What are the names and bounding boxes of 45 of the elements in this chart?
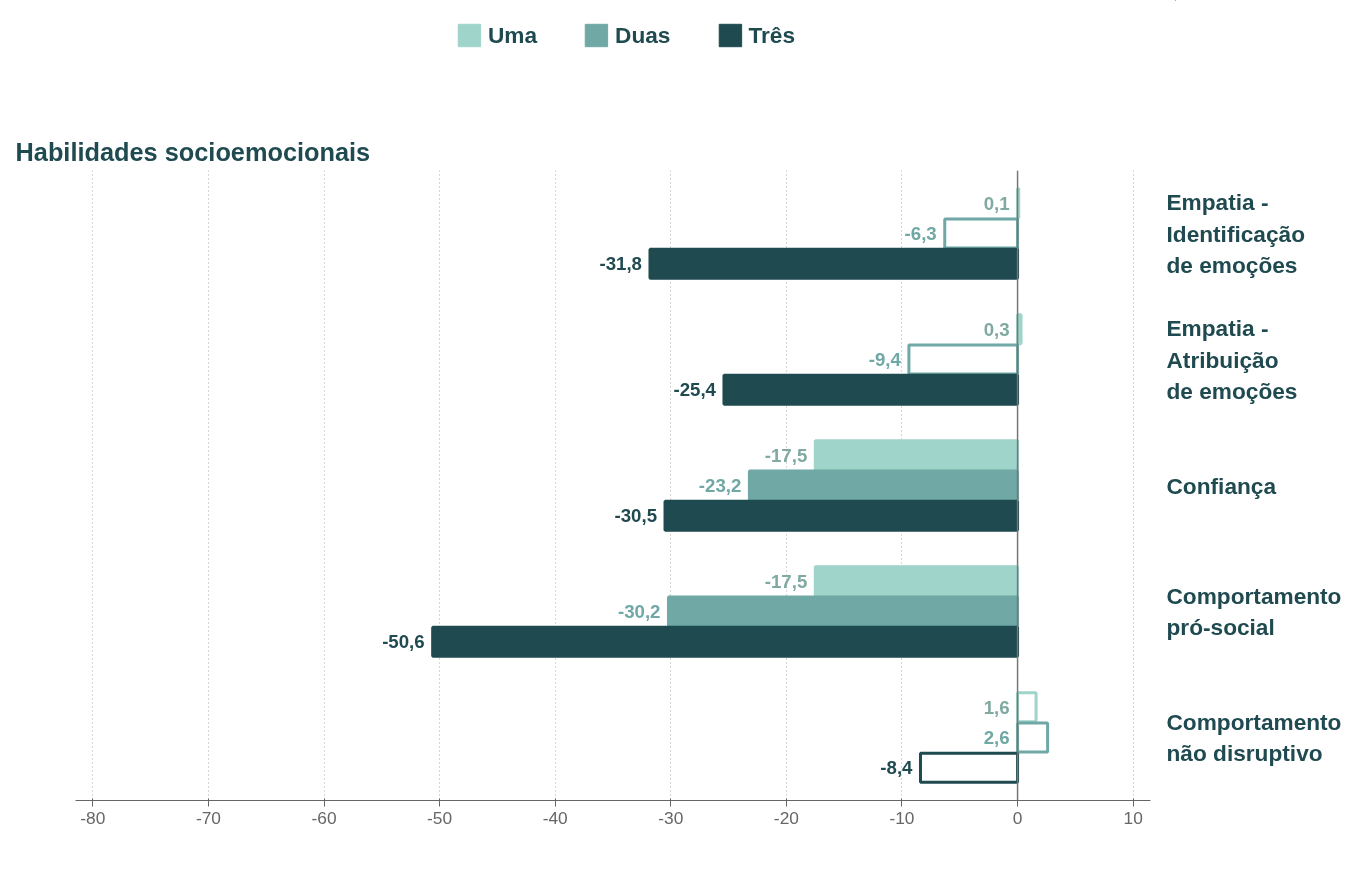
y-tick-label: Comportamento não disruptivo [1166, 708, 1342, 767]
data-label: 2,6 [983, 727, 1010, 748]
legend-label: Uma [487, 21, 538, 49]
data-label: 0,1 [983, 192, 1010, 214]
legend-label: Duas [615, 21, 671, 49]
x-tick-label: -70 [195, 807, 221, 828]
data-label: 0,3 [983, 318, 1010, 340]
data-label: -9,4 [868, 349, 902, 370]
bar [431, 625, 1020, 658]
x-tick-label: -10 [889, 807, 915, 828]
x-tick-label: -60 [311, 807, 337, 828]
data-label: -50,6 [382, 631, 425, 653]
data-label: -17,5 [764, 570, 808, 592]
x-tick-label: -20 [773, 807, 799, 828]
data-label: -30,5 [614, 505, 658, 527]
data-label: -30,2 [617, 601, 661, 622]
legend-label: Três [748, 21, 796, 49]
bar [813, 565, 1020, 598]
y-tick-label: Empatia - Identificação de emoções [1166, 189, 1305, 278]
bar [663, 499, 1020, 532]
bar [813, 439, 1020, 472]
bar [1016, 313, 1023, 346]
x-tick-label: 10 [1123, 807, 1143, 828]
bar [648, 247, 1020, 280]
data-label: -31,8 [599, 253, 642, 275]
bar [722, 373, 1020, 406]
bar [666, 595, 1020, 628]
chart-title: Habilidades socioemocionais [15, 137, 371, 166]
y-tick-label: Confiança [1166, 472, 1277, 499]
y-tick-label: Comportamento pró-social [1166, 582, 1342, 641]
data-label: -23,2 [698, 475, 742, 496]
data-label: -8,4 [880, 757, 914, 779]
data-label: -6,3 [904, 223, 937, 244]
x-tick-label: -30 [658, 807, 684, 828]
x-tick-label: -50 [427, 807, 453, 828]
x-tick-label: -80 [80, 807, 106, 828]
data-label: -17,5 [764, 444, 808, 466]
y-tick-label: Empatia - Atribuição de emoções [1166, 315, 1298, 404]
bar [907, 343, 1020, 376]
bar [943, 217, 1020, 250]
data-label: 1,6 [983, 696, 1010, 718]
x-tick-label: -40 [542, 807, 568, 828]
x-tick-label: 0 [1012, 807, 1023, 828]
data-label: -25,4 [673, 379, 717, 401]
bar [747, 469, 1020, 502]
